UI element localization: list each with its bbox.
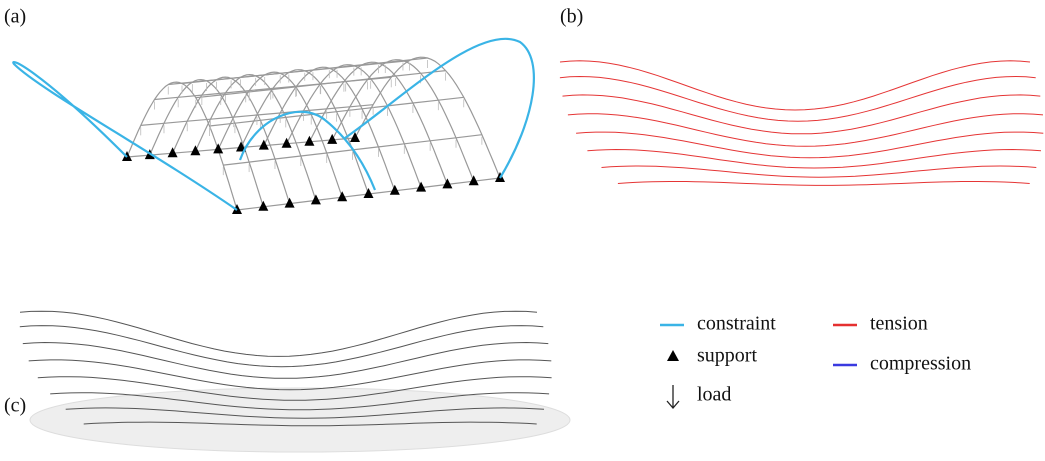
support [190, 145, 200, 155]
force-grid [560, 61, 1044, 203]
legend-label: compression [870, 353, 971, 375]
legend-label: tension [870, 313, 928, 335]
legend-label: support [697, 345, 757, 367]
member [560, 61, 1030, 110]
constraint-curve [13, 62, 237, 210]
member [576, 132, 1043, 158]
member [332, 60, 474, 182]
member [560, 77, 1036, 122]
legend-swatch [667, 350, 679, 361]
legend-label: constraint [697, 313, 776, 335]
shadow [30, 388, 570, 452]
member [913, 83, 928, 198]
member [568, 114, 1043, 146]
member [599, 62, 672, 201]
member [241, 70, 369, 194]
vault-grid [122, 57, 505, 214]
panel-label: (c) [4, 395, 26, 417]
figure: (a) (b) (c) constraint support load tens… [0, 0, 1045, 461]
member [638, 70, 703, 199]
member [587, 150, 1041, 169]
support [259, 140, 269, 150]
support [168, 147, 178, 157]
member [952, 70, 966, 199]
member [618, 182, 1030, 186]
member [873, 96, 893, 196]
member [23, 343, 549, 379]
member [717, 96, 767, 196]
member [563, 95, 1041, 134]
panel-label: (b) [560, 6, 583, 28]
member [29, 360, 552, 390]
member [678, 83, 736, 198]
member [20, 311, 537, 356]
member [988, 62, 1004, 201]
support [304, 136, 314, 146]
member [795, 110, 830, 195]
legend: constraint support load tension compress… [660, 313, 971, 408]
support [327, 134, 337, 144]
member [218, 72, 342, 197]
member [20, 326, 544, 367]
panel-label: (a) [4, 6, 26, 28]
member [756, 106, 799, 195]
legend-swatch [667, 385, 679, 408]
support [213, 143, 223, 153]
legend-label: load [697, 384, 731, 406]
support [282, 138, 292, 148]
member [834, 106, 862, 195]
